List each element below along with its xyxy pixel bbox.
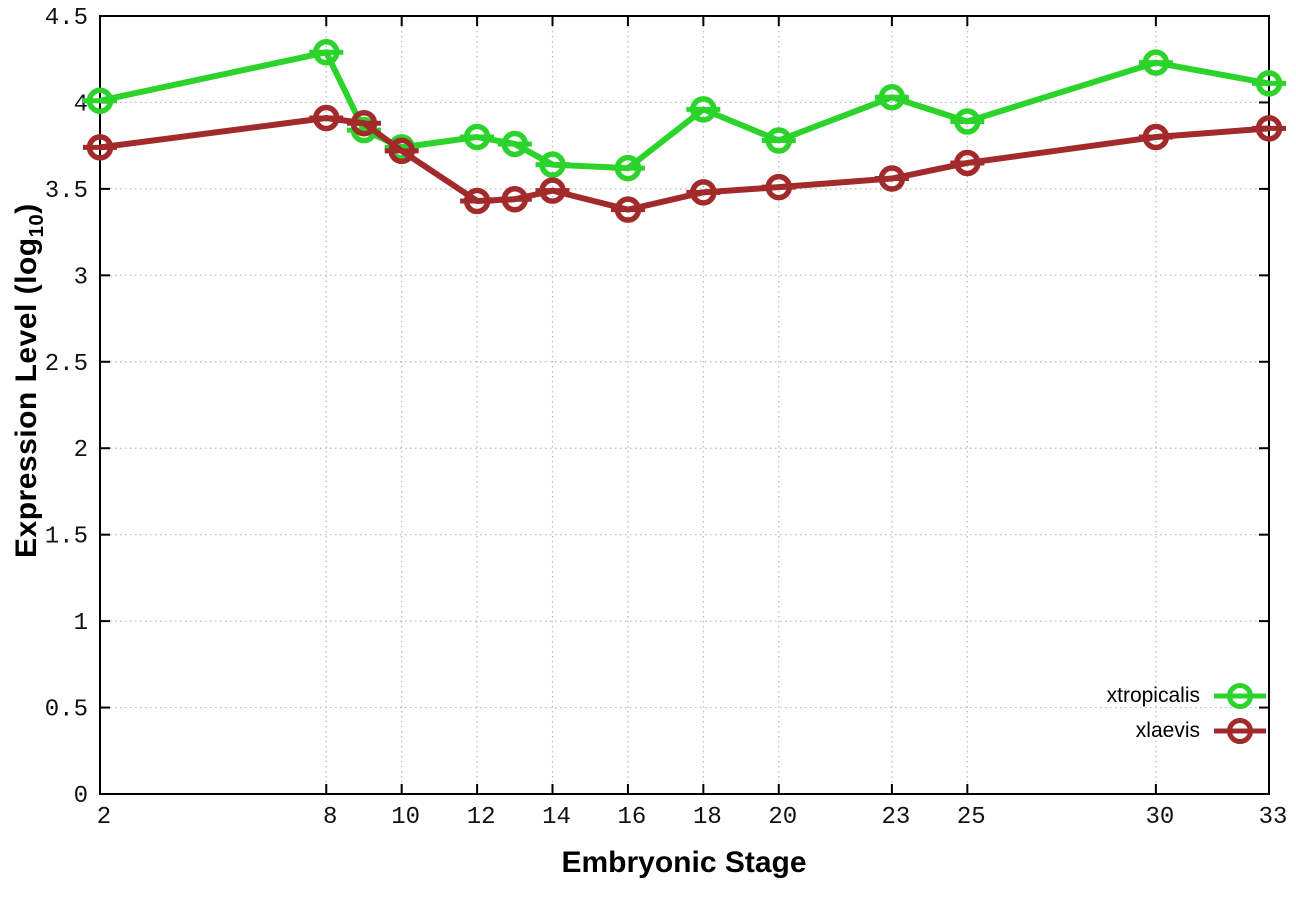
data-point-marker (954, 108, 981, 135)
legend-label-xlaevis: xlaevis (1135, 718, 1200, 742)
data-point-marker (878, 165, 906, 192)
data-point-marker (690, 179, 717, 206)
x-tick-label: 30 (1145, 804, 1174, 831)
data-point-marker (765, 127, 793, 154)
x-tick-label: 8 (323, 804, 337, 831)
data-point-marker (878, 84, 906, 111)
y-tick-label: 4 (74, 91, 88, 118)
y-axis-title-text: Expression Level (log (10, 237, 43, 558)
legend-row-xlaevis: xlaevis (1136, 717, 1266, 744)
data-point-marker (954, 149, 981, 177)
legend-row-xtropicalis: xtropicalis (1107, 682, 1266, 709)
legend-sample-xlaevis (1214, 717, 1266, 744)
y-axis-title-subscript: 10 (26, 213, 48, 238)
data-point-marker (614, 154, 642, 182)
x-tick-label: 10 (391, 804, 420, 831)
y-axis-title-close: ) (10, 203, 43, 214)
data-point-marker (1255, 70, 1283, 97)
legend-circle-marker-icon (1227, 717, 1253, 744)
x-tick-labels: 2 8 10 12 14 16 18 20 23 25 30 33 (97, 804, 1288, 831)
data-point-marker (501, 186, 529, 213)
x-tick-label: 18 (693, 804, 722, 831)
y-tick-label: 0 (74, 783, 88, 810)
data-point-marker (539, 151, 566, 178)
y-tick-label: 3 (74, 264, 88, 291)
x-tick-label: 2 (97, 804, 111, 831)
data-point-marker (463, 123, 491, 151)
data-point-marker (86, 87, 114, 114)
x-tick-label: 12 (467, 804, 496, 831)
y-tick-label: 2.5 (45, 351, 88, 378)
y-axis-title: Expression Level (log10) (10, 203, 49, 558)
data-point-marker (690, 96, 717, 123)
data-point-marker (388, 137, 415, 165)
data-point-marker (1142, 123, 1170, 151)
plot-border (99, 15, 1270, 795)
y-tick-label: 3.5 (45, 178, 88, 205)
data-point-marker (86, 134, 114, 161)
data-point-marker (614, 196, 642, 223)
series-xtropicalis (83, 39, 1286, 182)
legend-circle-marker-icon (1227, 682, 1253, 709)
y-tick-label: 0.5 (45, 697, 88, 724)
series-xlaevis (83, 104, 1286, 223)
y-tick-labels: 0 0.5 1 1.5 2 2.5 3 3.5 4 4.5 (45, 5, 88, 810)
data-point-marker (765, 173, 793, 201)
data-point-marker (313, 39, 340, 66)
data-point-marker (1142, 49, 1170, 76)
y-tick-label: 4.5 (45, 5, 88, 32)
data-point-marker (539, 177, 566, 204)
legend: xtropicalis xlaevis (1107, 682, 1266, 744)
series-line (99, 115, 1270, 213)
grid (99, 15, 1270, 795)
y-tick-label: 1 (74, 610, 88, 637)
data-point-marker (313, 104, 340, 132)
x-tick-label: 33 (1259, 804, 1288, 831)
data-point-marker (463, 187, 491, 215)
data-point-marker (350, 109, 378, 137)
axis-ticks (99, 15, 1270, 795)
legend-sample-xtropicalis (1214, 682, 1266, 709)
x-tick-label: 23 (881, 804, 910, 831)
x-tick-label: 16 (618, 804, 647, 831)
y-tick-label: 2 (74, 437, 88, 464)
data-point-marker (501, 130, 529, 158)
data-point-marker (1255, 115, 1283, 142)
x-tick-label: 14 (542, 804, 571, 831)
x-tick-label: 25 (957, 804, 986, 831)
series-line (99, 49, 1270, 172)
x-tick-label: 20 (768, 804, 797, 831)
y-tick-label: 1.5 (45, 524, 88, 551)
legend-label-xtropicalis: xtropicalis (1106, 683, 1200, 707)
x-axis-title: Embryonic Stage (561, 846, 807, 879)
